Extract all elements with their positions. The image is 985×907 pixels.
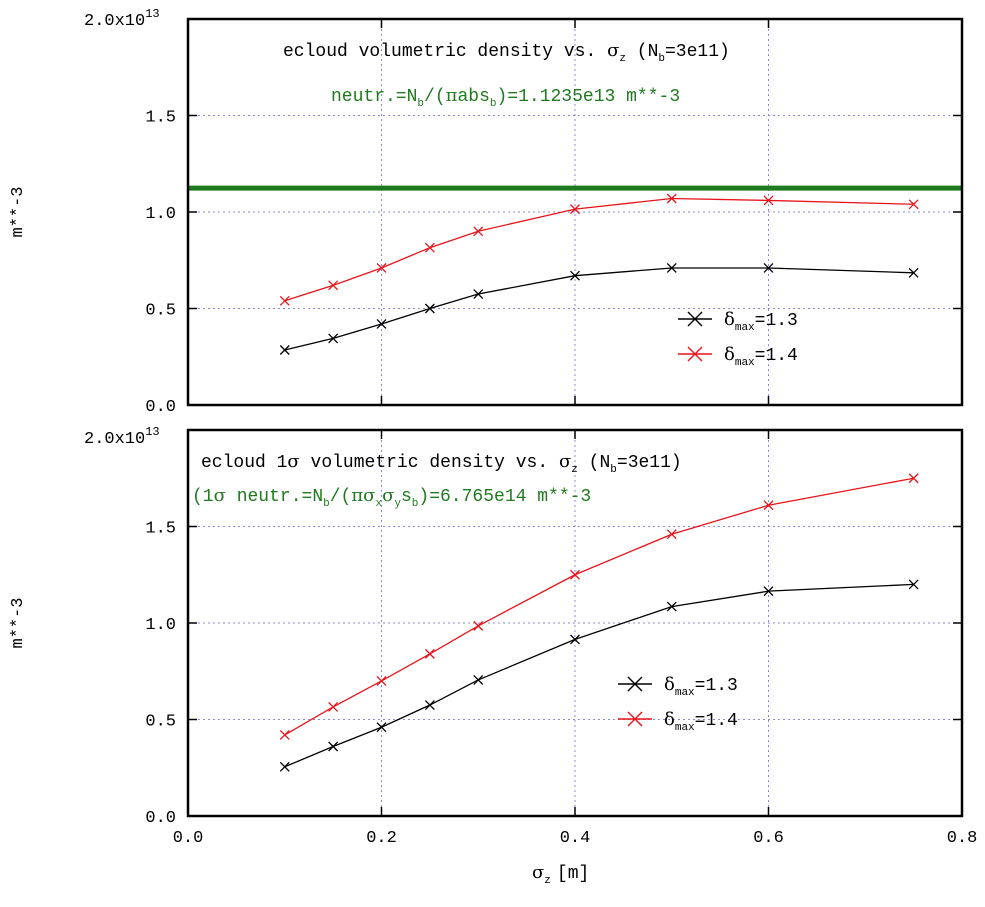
x-axis-label: σz [m] [532, 862, 589, 887]
top-grid [188, 19, 962, 405]
top-ytick-label-2: 1.0 [145, 205, 176, 224]
bot-point-0-0 [279, 761, 290, 772]
bot-ytick-label-2: 1.0 [145, 616, 176, 635]
bot-point-1-1 [328, 701, 339, 712]
x-tick-label-0: 0.0 [173, 829, 204, 848]
bot-point-1-3 [424, 648, 435, 659]
top-ytick-label-0: 0.0 [145, 398, 176, 417]
top-series-line-1 [284, 197, 914, 302]
bottom-neutralization-note: (1σ neutr.=Nb/(πσxσysb)=6.765e14 m**-3 [192, 485, 591, 510]
top-y-axis-label: m**-3 [9, 186, 28, 237]
x-ticks: 0.0 0.2 0.4 0.6 0.8 [173, 829, 978, 848]
bottom-legend-marker-2 [627, 711, 643, 727]
bot-point-1-5 [570, 569, 580, 580]
bot-point-0-7 [763, 586, 774, 597]
bot-point-0-5 [570, 634, 580, 645]
x-tick-label-2: 0.4 [560, 829, 591, 848]
top-point-1-5 [570, 204, 580, 215]
top-point-0-6 [666, 263, 677, 273]
top-point-1-6 [666, 193, 677, 204]
bot-point-1-2 [376, 675, 387, 686]
top-point-1-7 [763, 195, 774, 206]
top-legend-label-1: δmax=1.3 [724, 309, 798, 334]
top-y-exponent: 2.0x1013 [84, 7, 160, 31]
x-tick-label-4: 0.8 [947, 829, 978, 848]
bottom-title: ecloud 1σ volumetric density vs. σz (Nb=… [201, 451, 682, 476]
bot-point-1-0 [279, 729, 290, 740]
bottom-y-exponent: 2.0x1013 [84, 425, 160, 449]
top-point-1-8 [908, 199, 919, 210]
bot-ytick-label-3: 1.5 [145, 520, 176, 539]
bot-point-1-4 [473, 620, 484, 631]
bot-ytick-label-0: 0.0 [145, 809, 176, 828]
bottom-legend-label-1: δmax=1.3 [664, 674, 738, 699]
top-legend: δmax=1.3 δmax=1.4 [678, 309, 798, 369]
bottom-legend-marker-1 [627, 676, 643, 692]
bottom-y-ticks: 0.0 0.5 1.0 1.5 [145, 429, 963, 828]
top-panel: 0.0 0.5 1.0 1.5 2.0x1013 ecloud volumetric … [9, 7, 964, 417]
bot-point-1-7 [763, 500, 774, 511]
top-point-0-7 [763, 263, 774, 273]
top-point-1-1 [328, 280, 339, 291]
x-tick-label-1: 0.2 [366, 829, 397, 848]
top-ytick-label-1: 0.5 [145, 302, 176, 321]
top-point-0-2 [376, 318, 387, 329]
top-legend-label-2: δmax=1.4 [724, 344, 798, 369]
bot-series-line-0 [284, 583, 914, 768]
top-ytick-label-3: 1.5 [145, 109, 176, 128]
top-point-0-5 [570, 270, 580, 281]
top-point-0-1 [328, 333, 339, 344]
top-point-0-0 [279, 345, 290, 355]
bot-point-0-1 [328, 741, 339, 752]
bot-point-1-6 [666, 529, 677, 540]
bottom-series [279, 473, 919, 772]
top-neutralization-note: neutr.=Nb/(πabsb)=1.1235e13 m**-3 [331, 85, 680, 110]
x-tick-label-3: 0.6 [753, 829, 784, 848]
bot-point-0-4 [473, 674, 484, 685]
top-point-0-4 [473, 289, 484, 299]
top-series [279, 193, 919, 355]
top-point-0-8 [908, 267, 919, 278]
top-point-0-3 [424, 303, 435, 314]
bottom-y-axis-label: m**-3 [9, 597, 28, 648]
bot-point-0-2 [376, 722, 387, 733]
bottom-legend: δmax=1.3 δmax=1.4 [618, 674, 738, 734]
top-y-ticks: 0.0 0.5 1.0 1.5 [145, 18, 963, 417]
top-point-1-0 [279, 295, 290, 306]
top-point-1-3 [424, 242, 435, 253]
bot-ytick-label-1: 0.5 [145, 713, 176, 732]
top-point-1-4 [473, 226, 484, 237]
top-point-1-2 [376, 263, 387, 273]
bot-series-line-1 [284, 477, 914, 736]
bot-point-0-6 [666, 601, 677, 612]
bottom-panel: 0.0 0.5 1.0 1.5 0.0 0.2 0.4 0.6 0.8 2.0x1013 ec… [9, 425, 977, 887]
bottom-grid [188, 430, 962, 816]
top-legend-marker-2 [687, 346, 703, 362]
bottom-legend-label-2: δmax=1.4 [664, 709, 738, 734]
top-title: ecloud volumetric density vs. σz (Nb=3e1… [283, 40, 730, 65]
bot-point-0-3 [424, 700, 435, 710]
bot-point-0-8 [908, 579, 919, 590]
top-legend-marker-1 [687, 311, 703, 327]
bot-point-1-8 [908, 473, 919, 484]
